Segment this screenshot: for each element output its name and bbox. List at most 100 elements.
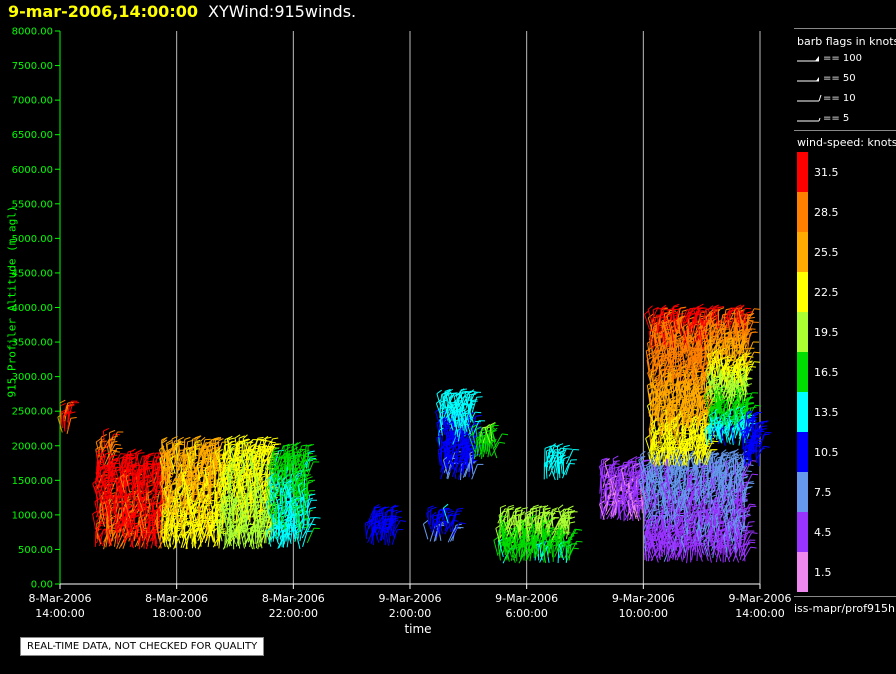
barb-staff [101,438,110,454]
barb-staff [106,433,115,449]
barb-staff [100,486,105,503]
barb-staff [95,528,102,545]
wind-barb [422,519,429,540]
barb-flag [459,522,466,525]
barb-staff [63,402,69,419]
wind-barb [128,528,134,549]
barb-staff [97,487,102,504]
wind-barb [129,515,135,535]
barb-staff [141,500,145,517]
barb-staff [60,412,63,429]
barb-staff [113,463,120,480]
barb-staff [422,523,429,540]
barb-flag [178,436,184,441]
barb-staff [111,468,113,485]
barb-flag [109,429,116,434]
barb-staff [131,467,136,484]
barb-flag [104,490,111,496]
barb-staff [136,494,144,511]
barb-staff [95,452,101,469]
barb-flag [113,459,119,465]
barb-staff [67,406,70,423]
barb-staff [138,517,143,534]
barb-flag [457,507,464,510]
barb-staff [137,455,143,472]
barb-staff [130,460,137,476]
barb-flag [103,427,110,432]
barb-staff [135,452,137,469]
barb-flag [308,450,315,453]
barb-staff [129,518,134,535]
barb-staff [139,493,146,510]
barb-flag [105,479,111,485]
barb-staff [114,525,121,542]
barb-staff [135,527,140,544]
barb-staff [104,502,110,519]
barb-staff [139,512,145,529]
wind-barb [96,458,103,479]
barb-staff [429,508,432,526]
barb-staff [107,446,111,463]
barb-staff [94,501,99,518]
barb-staff [92,483,99,499]
barb-staff [113,530,118,547]
barb-staff [99,493,105,510]
barb-staff [96,462,101,479]
wind-barb [104,490,112,510]
wind-barb [130,456,137,476]
barb-flag [104,494,110,500]
barb-staff [128,460,133,477]
barb-flag [395,516,402,518]
barb-flag [314,517,321,519]
wind-barb [113,468,120,489]
barb-flag [112,457,119,461]
wind-barb [127,460,134,480]
barb-staff [94,530,97,547]
barb-staff [119,482,124,499]
wind-barb [104,494,110,515]
barb-flag [59,402,66,407]
barb-staff [306,446,309,463]
barb-flag [399,520,407,522]
barb-flag [457,526,464,529]
barb-flag [423,519,429,525]
barb-staff [111,460,114,477]
barb-staff [124,521,132,537]
wind-barb [118,455,125,475]
barb-staff [123,470,128,487]
barb-flag [127,505,133,510]
barb-staff [114,502,119,519]
barb-staff [124,451,129,468]
barb-staff [107,441,113,458]
barb-staff [99,511,106,527]
barb-flag [127,456,134,460]
barb-staff [134,494,141,510]
barb-flag [113,433,121,436]
barb-staff [171,438,174,455]
barb-staff [137,486,142,502]
wind-barb [128,456,135,477]
barb-staff [103,467,107,484]
barb-flag [108,479,115,484]
wind-barb [136,449,143,469]
barb-staff [140,520,145,537]
barb-flag [303,449,310,453]
barb-flag [260,513,267,516]
barb-staff [101,457,108,473]
barb-flag [311,458,318,461]
wind-barb [95,448,102,469]
barb-staff [105,483,112,500]
barb-flag [395,510,403,514]
barb-staff [119,476,126,493]
barb-staff [136,452,140,469]
wind-barb [108,455,115,474]
barb-staff [66,418,72,434]
barb-staff [193,484,195,501]
date-label: 9-mar-2006,14:00:00 [8,2,198,21]
barb-flag [108,455,115,459]
barb-flag [124,517,131,523]
barb-flag [96,448,102,454]
wind-barb [111,457,119,477]
barb-flag [130,456,137,461]
